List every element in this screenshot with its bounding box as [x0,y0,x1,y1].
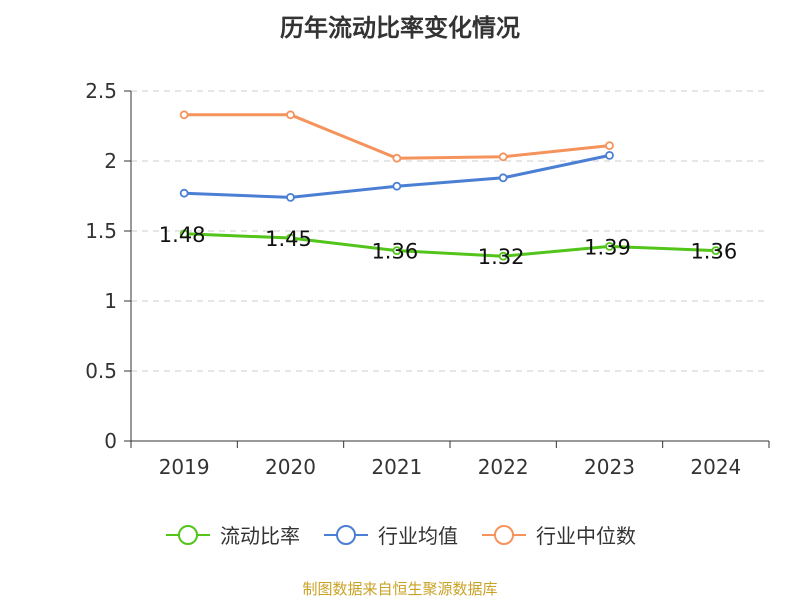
data-point [286,233,295,243]
data-point [498,251,508,261]
data-point [711,246,721,256]
x-tick-label: 2021 [371,455,422,479]
data-point [179,188,189,198]
x-tick-label: 2020 [265,455,316,479]
data-label: 1.48 [159,223,206,247]
data-point [179,110,189,120]
source-note: 制图数据来自恒生聚源数据库 [302,580,498,598]
legend-item[interactable]: 行业均值 [322,520,458,549]
y-tick-label: 2.5 [85,79,117,103]
legend-label: 流动比率 [220,524,300,548]
data-point [605,241,614,251]
data-label: 1.36 [371,240,418,264]
data-label: 1.45 [265,227,312,251]
y-tick-label: 1 [104,289,117,313]
legend: 流动比率 行业均值 行业中位数 [0,520,800,549]
data-point [286,192,295,202]
legend-item[interactable]: 行业中位数 [480,520,636,549]
series-line [184,113,610,160]
y-tick-label: 2 [104,149,117,173]
legend-item[interactable]: 流动比率 [164,520,300,549]
data-point [179,229,189,239]
legend-marker-icon [166,524,210,545]
chart-title: 历年流动比率变化情况 [280,14,520,42]
data-label: 1.32 [478,245,525,269]
legend-marker-icon [482,524,526,545]
legend-marker-icon [324,524,368,545]
data-label: 1.39 [584,235,631,259]
x-tick-label: 2023 [584,455,635,479]
y-tick-label: 0.5 [85,359,117,383]
x-tick-label: 2024 [690,455,741,479]
data-point [605,141,614,151]
y-tick-label: 0 [104,429,117,453]
data-point [392,153,402,163]
data-point [498,173,508,183]
data-point [286,110,295,120]
x-tick-label: 2022 [478,455,529,479]
data-point [392,181,402,191]
legend-label: 行业均值 [378,524,458,548]
data-point [392,246,402,256]
data-point [605,150,614,160]
legend-label: 行业中位数 [536,524,636,548]
x-tick-label: 2019 [159,455,210,479]
data-label: 1.36 [690,240,737,264]
data-point [498,152,508,162]
y-tick-label: 1.5 [85,219,117,243]
series-line [184,232,716,258]
